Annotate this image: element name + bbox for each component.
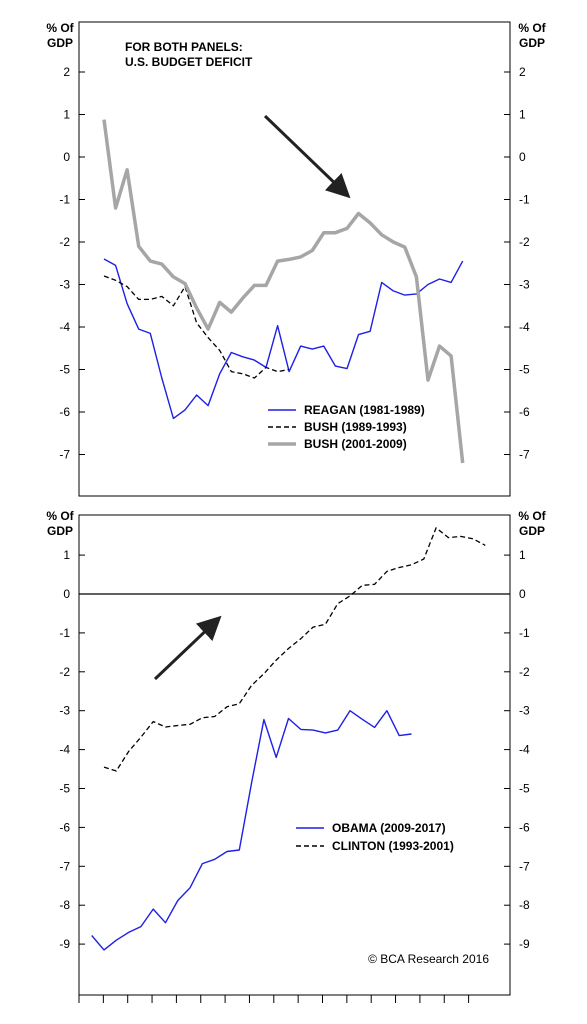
ytick-top-minus-4-left-label: -4: [59, 320, 70, 334]
top-arrow: [263, 114, 351, 199]
top-panel: 2 21 10 0-1 -1-2 -2-3 -3-4 -4-5 -5-6 -6-7 -7 % Of …: [46, 21, 547, 497]
bottom-y-axis: 1 1 0 0 -1 -1 -2 -2 -3 -3 -4 -4 -5 -5 -6 -6 -7 -7 -8 -8 -9 -9: [59, 548, 530, 951]
ytick-bottom-minus-7-right-label: -7: [519, 859, 530, 873]
ytick-top-minus-1-right-label: -1: [519, 193, 530, 207]
ytick-bottom-minus-9-right-label: -9: [519, 937, 530, 951]
ytick-bottom-minus-2-left-label: -2: [59, 665, 70, 679]
chart-title-line2: U.S. BUDGET DEFICIT: [125, 55, 253, 69]
credit-label: © BCA Research 2016: [368, 952, 489, 966]
series-line-bush-2001-2009: [102, 119, 465, 464]
ytick-bottom-minus-5-left-label: -5: [59, 782, 70, 796]
ytick-bottom-1-left-label: 1: [63, 548, 70, 562]
ytick-top-2-right-label: 2: [519, 65, 526, 79]
ytick-top-minus-3-right-label: -3: [519, 278, 530, 292]
bottom-x-axis: [78, 995, 470, 1003]
legend-label-reagan-1981-1989: REAGAN (1981-1989): [304, 403, 425, 417]
ytick-bottom-minus-3-left-label: -3: [59, 704, 70, 718]
ytick-bottom-minus-8-right-label: -8: [519, 898, 530, 912]
ytick-bottom-minus-6-left-label: -6: [59, 820, 70, 834]
chart-title-line1: FOR BOTH PANELS:: [125, 40, 243, 54]
ytick-top-minus-7-left-label: -7: [59, 448, 70, 462]
top-left-unit-line1: % Of: [46, 21, 74, 35]
bottom-right-unit-line1: % Of: [518, 509, 546, 523]
ytick-top-minus-2-left-label: -2: [59, 235, 70, 249]
ytick-top-minus-6-left-label: -6: [59, 405, 70, 419]
ytick-bottom-0-right-label: 0: [519, 587, 526, 601]
ytick-top-minus-4-right-label: -4: [519, 320, 530, 334]
ytick-top-minus-1-left-label: -1: [59, 193, 70, 207]
ytick-top-minus-5-right-label: -5: [519, 363, 530, 377]
ytick-bottom-minus-8-left-label: -8: [59, 898, 70, 912]
ytick-top-2-left-label: 2: [63, 65, 70, 79]
ytick-bottom-minus-3-right-label: -3: [519, 704, 530, 718]
bottom-legend: OBAMA (2009-2017) CLINTON (1993-2001): [296, 821, 454, 853]
legend-label-obama-2009-2017: OBAMA (2009-2017): [332, 821, 446, 835]
ytick-bottom-minus-2-right-label: -2: [519, 665, 530, 679]
bottom-series-lines: [91, 527, 486, 951]
ytick-bottom-minus-7-left-label: -7: [59, 859, 70, 873]
ytick-bottom-minus-1-left-label: -1: [59, 626, 70, 640]
top-panel-frame: [78, 21, 511, 497]
ytick-bottom-minus-6-right-label: -6: [519, 820, 530, 834]
top-series-lines: [102, 119, 465, 464]
bottom-arrow: [153, 615, 222, 681]
ytick-top-minus-3-left-label: -3: [59, 278, 70, 292]
ytick-top-minus-6-right-label: -6: [519, 405, 530, 419]
top-y-axis: 2 2 1 1 0 0 -1 -1 -2 -2 -3 -3 -4 -4 -5 -5 -6 -6 -7 -7: [59, 65, 530, 462]
ytick-bottom-minus-9-left-label: -9: [59, 937, 70, 951]
ytick-bottom-minus-4-left-label: -4: [59, 743, 70, 757]
ytick-bottom-1-right-label: 1: [519, 548, 526, 562]
legend-label-clinton-1993-2001: CLINTON (1993-2001): [332, 839, 454, 853]
series-line-obama-2009-2017: [91, 710, 412, 951]
ytick-top-minus-5-left-label: -5: [59, 363, 70, 377]
top-right-unit-line2: GDP: [519, 36, 545, 50]
legend-label-bush-2001-2009: BUSH (2001-2009): [304, 437, 407, 451]
bottom-right-unit-line2: GDP: [519, 524, 545, 538]
ytick-top-1-right-label: 1: [519, 108, 526, 122]
ytick-bottom-minus-1-right-label: -1: [519, 626, 530, 640]
ytick-bottom-minus-5-right-label: -5: [519, 782, 530, 796]
bottom-left-unit-line2: GDP: [47, 524, 73, 538]
legend-label-bush-1989-1993: BUSH (1989-1993): [304, 420, 407, 434]
ytick-top-1-left-label: 1: [63, 108, 70, 122]
ytick-bottom-0-left-label: 0: [63, 587, 70, 601]
top-right-unit-line1: % Of: [518, 21, 546, 35]
ytick-top-0-left-label: 0: [63, 150, 70, 164]
ytick-top-minus-7-right-label: -7: [519, 448, 530, 462]
bottom-left-unit-line1: % Of: [46, 509, 74, 523]
ytick-top-0-right-label: 0: [519, 150, 526, 164]
bottom-panel-frame: [78, 514, 511, 996]
ytick-top-minus-2-right-label: -2: [519, 235, 530, 249]
series-line-reagan-1981-1989: [103, 258, 464, 420]
ytick-bottom-minus-4-right-label: -4: [519, 743, 530, 757]
top-legend: REAGAN (1981-1989) BUSH (1989-1993) BUSH (…: [268, 403, 425, 451]
top-left-unit-line2: GDP: [47, 36, 73, 50]
bottom-panel: 1 1 0 0 -1 -1 -2 -2 -3 -3 -4 -4 -5 -5 -6 -6 -7 -7 -8 -8 -9 -9…: [46, 509, 547, 1003]
series-line-clinton-1993-2001: [103, 527, 486, 772]
series-line-bush-1989-1993: [103, 275, 290, 379]
